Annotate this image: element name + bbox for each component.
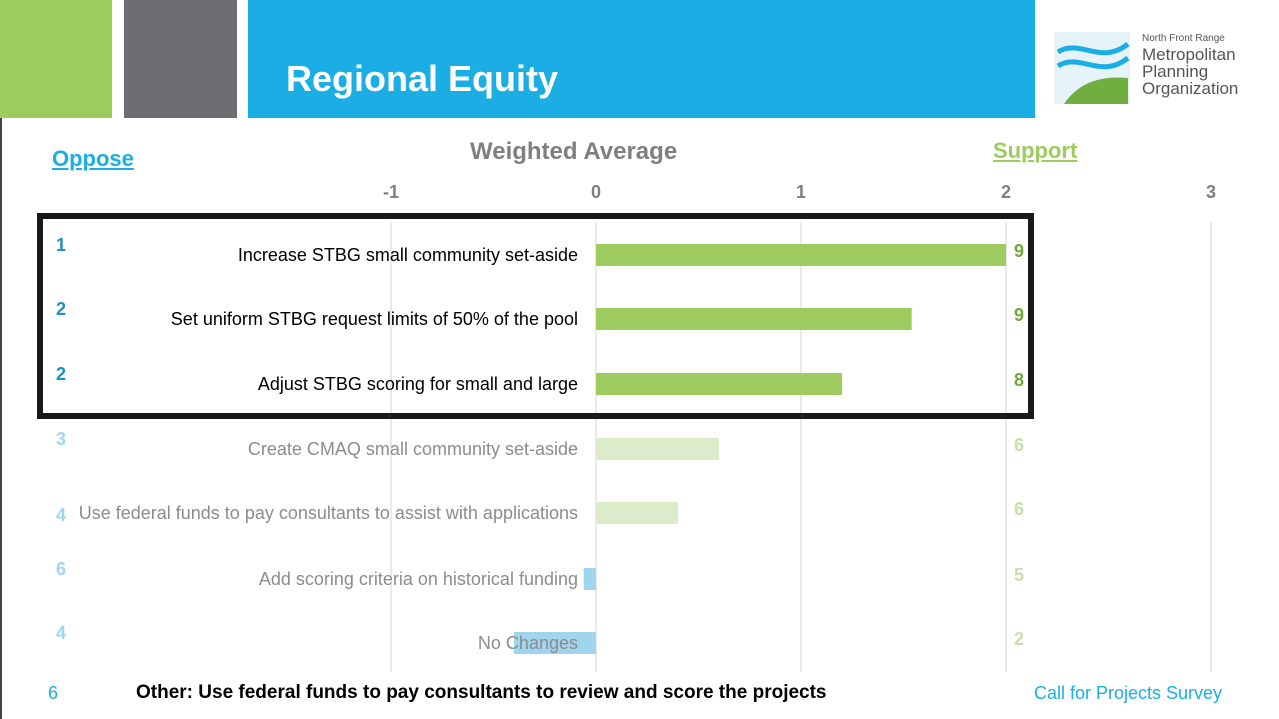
- bar: [596, 438, 719, 460]
- support-count: 9: [1014, 305, 1025, 325]
- bar: [514, 632, 596, 654]
- x-tick-label: -1: [382, 182, 399, 202]
- logo-icon: [1050, 30, 1132, 106]
- x-tick-label: 1: [795, 182, 806, 202]
- logo-wave: [1056, 41, 1130, 56]
- logo-graphic: [1054, 32, 1130, 104]
- oppose-count: 1: [56, 235, 67, 255]
- x-tick-label: 0: [590, 182, 601, 202]
- oppose-count: 3: [56, 429, 67, 449]
- support-label: Support: [993, 138, 1078, 163]
- oppose-label: Oppose: [52, 146, 134, 171]
- support-count: 5: [1014, 565, 1025, 585]
- title-banner: [248, 0, 1035, 118]
- category-label: No Changes: [477, 633, 578, 653]
- category-label: Set uniform STBG request limits of 50% o…: [170, 309, 578, 329]
- category-label: Add scoring criteria on historical fundi…: [258, 569, 578, 589]
- oppose-count: 6: [56, 559, 67, 579]
- support-count: 6: [1014, 499, 1025, 519]
- highlight-box: [37, 213, 1034, 419]
- x-tick-label: 3: [1205, 182, 1216, 202]
- logo-line: Planning: [1142, 62, 1209, 81]
- footer-other: Other: Use federal funds to pay consulta…: [136, 682, 827, 703]
- support-count: 6: [1014, 435, 1025, 455]
- bar: [596, 502, 678, 524]
- green-block: [0, 0, 112, 118]
- category-label: Adjust STBG scoring for small and large: [257, 374, 578, 394]
- logo-small: North Front Range: [1142, 33, 1225, 44]
- support-count: 9: [1014, 241, 1025, 261]
- category-label: Increase STBG small community set-aside: [237, 245, 578, 265]
- left-border: [0, 118, 2, 719]
- logo-line: Metropolitan: [1142, 45, 1236, 64]
- oppose-count: 4: [56, 623, 67, 643]
- x-tick-label: 2: [1000, 182, 1011, 202]
- chart-title: Weighted Average: [470, 138, 678, 165]
- support-count: 8: [1014, 370, 1025, 390]
- logo-text: Metropolitan Planning Organization: [1142, 46, 1238, 97]
- bar: [583, 568, 596, 590]
- logo-line: Organization: [1142, 79, 1239, 98]
- footer-source: Call for Projects Survey: [1034, 683, 1223, 703]
- category-label: Use federal funds to pay consultants to …: [78, 503, 578, 523]
- logo-field: [1064, 77, 1128, 104]
- gray-block: [124, 0, 237, 118]
- support-count: 2: [1014, 629, 1025, 649]
- bar: [596, 244, 1006, 266]
- footer-count: 6: [48, 683, 59, 703]
- logo-wave: [1056, 55, 1130, 70]
- category-label: Create CMAQ small community set-aside: [247, 439, 578, 459]
- oppose-count: 4: [56, 505, 67, 525]
- slide-title: Regional Equity: [286, 58, 559, 99]
- bar: [596, 373, 842, 395]
- oppose-count: 2: [56, 299, 67, 319]
- bar: [596, 308, 912, 330]
- oppose-count: 2: [56, 364, 67, 384]
